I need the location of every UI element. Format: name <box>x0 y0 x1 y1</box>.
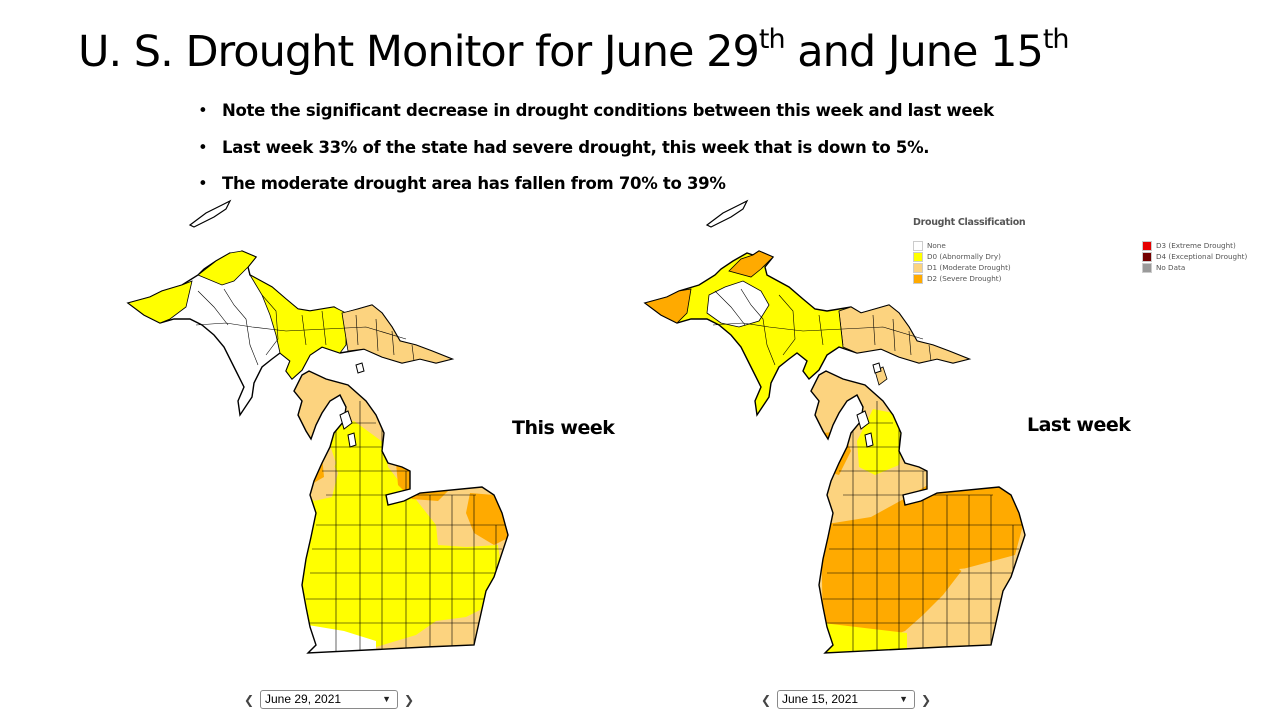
title-superscript-1: th <box>758 24 786 55</box>
up-county-lines <box>195 288 415 366</box>
chevron-down-icon: ▼ <box>899 694 908 704</box>
legend-swatch <box>913 251 923 262</box>
date-select-value: June 29, 2021 <box>265 692 342 706</box>
legend-item-no-data: No Data <box>1142 262 1185 273</box>
up-zone-d2-west <box>644 288 692 324</box>
up-zone-d0-west <box>127 280 193 324</box>
date-select-last-week[interactable]: June 15, 2021 ▼ <box>777 690 915 709</box>
date-select-this-week[interactable]: June 29, 2021 ▼ <box>260 690 398 709</box>
lp-zone-d0-north <box>857 409 905 475</box>
upper-peninsula <box>643 250 972 417</box>
up-zone-d1-east <box>838 304 971 364</box>
legend-item-d1: D1 (Moderate Drought) <box>913 262 1011 273</box>
title-superscript-2: th <box>1042 24 1070 55</box>
date-picker-last-week: ❮ June 15, 2021 ▼ ❯ <box>757 690 935 709</box>
chevron-down-icon: ▼ <box>382 694 391 704</box>
legend-swatch <box>913 240 923 251</box>
legend-label: No Data <box>1156 263 1186 272</box>
up-zone-d2-keweenaw <box>728 250 774 278</box>
up-zone-d1-east <box>341 304 454 364</box>
legend-label: D0 (Abnormally Dry) <box>927 252 1001 261</box>
legend-swatch <box>913 262 923 273</box>
legend-label: D1 (Moderate Drought) <box>927 263 1011 272</box>
date-picker-this-week: ❮ June 29, 2021 ▼ ❯ <box>240 690 418 709</box>
chevron-left-icon[interactable]: ❮ <box>760 692 772 707</box>
legend-label: D4 (Exceptional Drought) <box>1156 252 1248 261</box>
islands-northern-lake-michigan <box>339 362 365 448</box>
chevron-right-icon[interactable]: ❯ <box>920 692 932 707</box>
up-zone-d0-keweenaw <box>197 250 257 286</box>
legend-swatch <box>913 273 923 284</box>
this-week-label: This week <box>512 417 615 439</box>
michigan-drought-map-this-week <box>126 199 509 654</box>
title-main: U. S. Drought Monitor for June 29 <box>78 27 760 77</box>
up-county-lines <box>712 288 932 366</box>
lower-peninsula <box>810 370 1026 654</box>
legend-swatch <box>1142 240 1152 251</box>
legend-item-d3: D3 (Extreme Drought) <box>1142 240 1236 251</box>
legend-swatch <box>1142 251 1152 262</box>
legend-label: D2 (Severe Drought) <box>927 274 1002 283</box>
isle-royale <box>705 199 749 228</box>
bullet-item: Note the significant decrease in drought… <box>198 98 994 135</box>
bullet-item: Last week 33% of the state had severe dr… <box>198 135 994 172</box>
legend-item-d4: D4 (Exceptional Drought) <box>1142 251 1247 262</box>
date-select-value: June 15, 2021 <box>782 692 859 706</box>
lp-zone-d0-south <box>823 623 907 653</box>
isle-royale <box>188 199 232 228</box>
lp-zone-none-south <box>306 625 376 653</box>
legend-item-d0: D0 (Abnormally Dry) <box>913 251 1001 262</box>
lp-outline <box>293 370 509 654</box>
title-middle: and June 15 <box>784 27 1044 77</box>
legend-swatch <box>1142 262 1152 273</box>
chevron-left-icon[interactable]: ❮ <box>243 692 255 707</box>
legend-label: D3 (Extreme Drought) <box>1156 241 1236 250</box>
slide-title: U. S. Drought Monitor for June 29th and … <box>78 26 1070 77</box>
michigan-drought-map-last-week <box>643 199 1026 654</box>
chevron-right-icon[interactable]: ❯ <box>403 692 415 707</box>
bullet-item: The moderate drought area has fallen fro… <box>198 171 994 208</box>
legend-item-d2: D2 (Severe Drought) <box>913 273 1001 284</box>
bullet-list: Note the significant decrease in drought… <box>198 98 994 208</box>
lower-peninsula <box>293 370 509 654</box>
lp-outline <box>810 370 1026 654</box>
up-zone-d0-central <box>248 273 347 380</box>
islands-northern-lake-michigan <box>856 362 882 448</box>
up-zone-none-west <box>706 280 770 328</box>
legend-label: None <box>927 241 946 250</box>
legend-item-none: None <box>913 240 946 251</box>
legend-title: Drought Classification <box>913 217 1026 228</box>
last-week-label: Last week <box>1027 414 1131 436</box>
upper-peninsula <box>126 250 455 417</box>
lp-zone-d2 <box>821 477 1023 639</box>
drought-legend: Drought Classification None D0 (Abnormal… <box>913 217 1253 287</box>
